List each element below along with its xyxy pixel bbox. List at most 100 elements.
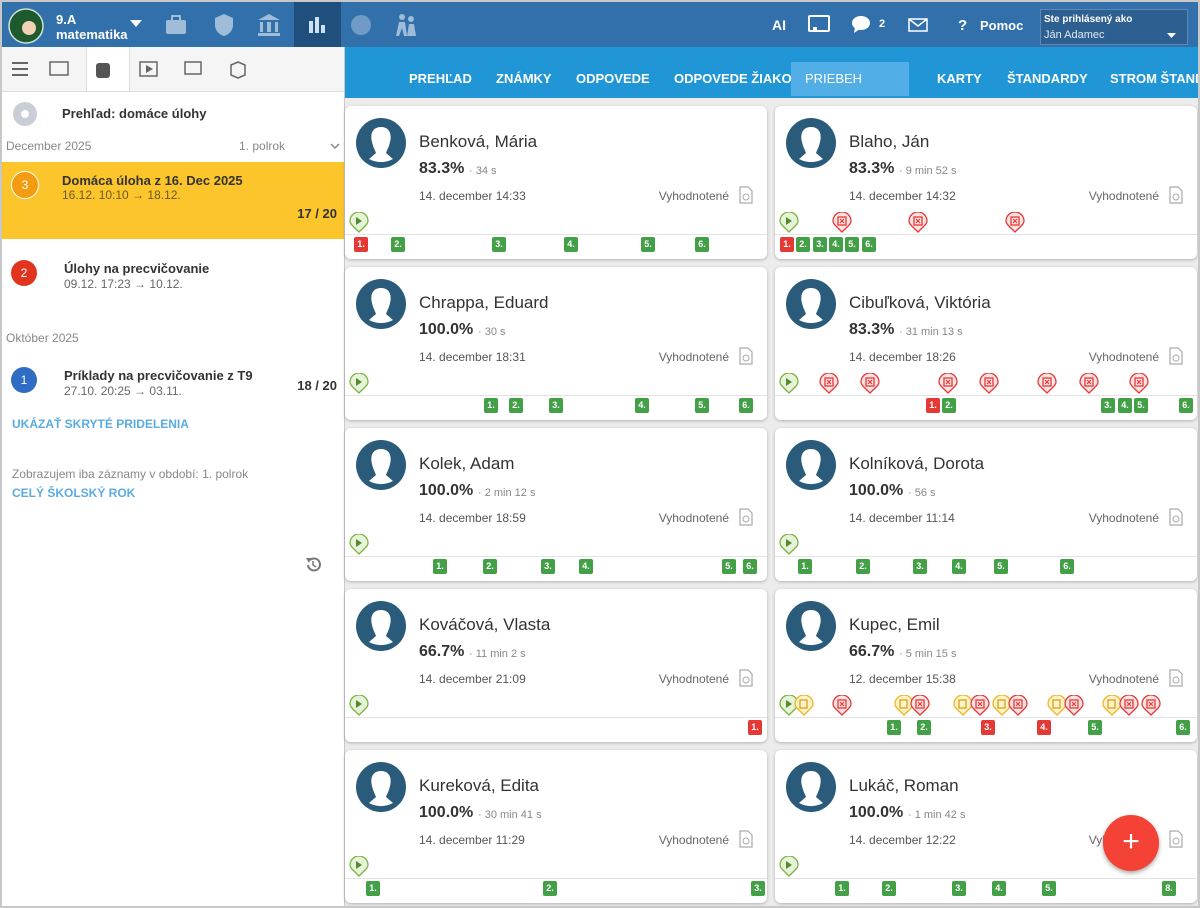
tab[interactable]: KARTY <box>937 71 982 86</box>
task-marker[interactable]: 6. <box>1176 720 1190 735</box>
task-marker[interactable]: 2. <box>942 398 956 413</box>
task-marker[interactable]: 1. <box>835 881 849 896</box>
user-box[interactable] <box>1040 9 1188 45</box>
task-marker[interactable]: 1. <box>926 398 940 413</box>
task-marker[interactable]: 3. <box>813 237 827 252</box>
task-marker[interactable]: 3. <box>913 559 927 574</box>
task-marker[interactable]: 3. <box>981 720 995 735</box>
task-marker[interactable]: 6. <box>862 237 876 252</box>
task-marker[interactable]: 6. <box>739 398 753 413</box>
assignment-title[interactable]: Úlohy na precvičovanie <box>64 261 210 276</box>
student-card[interactable]: Kolek, Adam 100.0% · 2 min 12 s 14. decembe… <box>345 428 767 581</box>
cast-icon[interactable] <box>808 15 830 35</box>
user-name[interactable]: Ján Adamec <box>1044 29 1105 41</box>
task-marker[interactable]: 4. <box>1037 720 1051 735</box>
show-hidden-link[interactable]: UKÁZAŤ SKRYTÉ PRIDELENIA <box>12 417 189 431</box>
task-marker[interactable]: 4. <box>635 398 649 413</box>
task-marker[interactable]: 4. <box>579 559 593 574</box>
briefcase-icon[interactable] <box>165 14 187 36</box>
task-marker[interactable]: 5. <box>994 559 1008 574</box>
assignment-item[interactable]: 2 Úlohy na precvičovanie 09.12. 17:23 → 10… <box>2 247 344 319</box>
tab[interactable]: ODPOVEDE ŽIAKOV <box>674 71 801 86</box>
student-name[interactable]: Chrappa, Eduard <box>419 293 549 312</box>
task-marker[interactable]: 1. <box>366 881 380 896</box>
task-marker[interactable]: 5. <box>722 559 736 574</box>
task-marker[interactable]: 8. <box>1162 881 1176 896</box>
class-name[interactable]: 9.A <box>56 12 77 27</box>
mail-icon[interactable] <box>908 18 928 32</box>
task-marker[interactable]: 4. <box>1118 398 1132 413</box>
people-icon[interactable] <box>394 13 418 37</box>
task-marker[interactable]: 3. <box>549 398 563 413</box>
task-marker[interactable]: 6. <box>695 237 709 252</box>
tab[interactable]: ODPOVEDE <box>576 71 650 86</box>
messages-icon[interactable] <box>852 15 876 35</box>
student-card[interactable]: Blaho, Ján 83.3% · 9 min 52 s 14. december … <box>775 106 1197 259</box>
assignment-item[interactable]: 3 Domáca úloha z 16. Dec 2025 16.12. 10:10… <box>2 162 344 239</box>
messages-count[interactable]: 2 <box>879 18 886 30</box>
task-marker[interactable]: 2. <box>391 237 405 252</box>
user-arrow[interactable] <box>1167 33 1176 39</box>
student-card[interactable]: Benková, Mária 83.3% · 34 s 14. december 14… <box>345 106 767 259</box>
task-marker[interactable]: 1. <box>354 237 368 252</box>
student-name[interactable]: Kureková, Edita <box>419 776 540 795</box>
task-marker[interactable]: 3. <box>751 881 765 896</box>
student-name[interactable]: Kolníková, Dorota <box>849 454 985 473</box>
institution-icon[interactable] <box>257 13 281 37</box>
tab[interactable]: ŠTANDARDY <box>1007 71 1088 86</box>
student-name[interactable]: Cibuľková, Viktória <box>849 293 991 312</box>
task-marker[interactable]: 2. <box>509 398 523 413</box>
task-marker[interactable]: 4. <box>564 237 578 252</box>
task-marker[interactable]: 3. <box>952 881 966 896</box>
task-marker[interactable]: 5. <box>695 398 709 413</box>
student-name[interactable]: Kolek, Adam <box>419 454 515 473</box>
task-marker[interactable]: 3. <box>492 237 506 252</box>
term-select[interactable]: 1. polrok <box>239 139 286 153</box>
sidebar-tab-icons[interactable] <box>10 59 250 81</box>
shield-icon[interactable] <box>213 13 235 37</box>
help-button[interactable]: Pomoc <box>980 18 1024 33</box>
task-marker[interactable]: 6. <box>1179 398 1193 413</box>
active-tab-bg[interactable] <box>791 62 909 96</box>
tool-icon[interactable] <box>350 14 372 36</box>
help-icon[interactable]: ? <box>958 17 968 34</box>
task-marker[interactable]: 2. <box>796 237 810 252</box>
dropdown-arrow[interactable] <box>130 20 142 28</box>
task-marker[interactable]: 5. <box>1042 881 1056 896</box>
assignment-item[interactable]: 1 Príklady na precvičovanie z T9 27.10. 20… <box>2 354 344 414</box>
task-marker[interactable]: 2. <box>543 881 557 896</box>
tab[interactable]: ZNÁMKY <box>496 71 552 86</box>
task-marker[interactable]: 4. <box>829 237 843 252</box>
student-card[interactable]: Kupec, Emil 66.7% · 5 min 15 s 12. december… <box>775 589 1197 742</box>
task-marker[interactable]: 3. <box>541 559 555 574</box>
student-name[interactable]: Blaho, Ján <box>849 132 930 151</box>
chart-icon[interactable] <box>307 15 327 35</box>
task-marker[interactable]: 6. <box>743 559 757 574</box>
ai-button[interactable]: AI <box>772 17 786 33</box>
task-marker[interactable]: 2. <box>856 559 870 574</box>
overview-title[interactable]: Prehľad: domáce úlohy <box>62 106 207 121</box>
assignment-title[interactable]: Domáca úloha z 16. Dec 2025 <box>62 173 243 188</box>
student-card[interactable]: Kolníková, Dorota 100.0% · 56 s 14. decembe… <box>775 428 1197 581</box>
student-name[interactable]: Lukáč, Roman <box>849 776 959 795</box>
subject[interactable]: matematika <box>56 27 128 42</box>
task-marker[interactable]: 1. <box>748 720 762 735</box>
task-marker[interactable]: 2. <box>917 720 931 735</box>
tab[interactable]: PRIEBEH <box>805 71 863 86</box>
task-marker[interactable]: 4. <box>952 559 966 574</box>
task-marker[interactable]: 5. <box>641 237 655 252</box>
student-name[interactable]: Kupec, Emil <box>849 615 940 634</box>
task-marker[interactable]: 1. <box>433 559 447 574</box>
task-marker[interactable]: 5. <box>1088 720 1102 735</box>
tab[interactable]: PREHĽAD <box>409 71 472 86</box>
task-marker[interactable]: 3. <box>1101 398 1115 413</box>
task-marker[interactable]: 2. <box>882 881 896 896</box>
student-card[interactable]: Chrappa, Eduard 100.0% · 30 s 14. december … <box>345 267 767 420</box>
student-name[interactable]: Kováčová, Vlasta <box>419 615 551 634</box>
task-marker[interactable]: 4. <box>992 881 1006 896</box>
student-card[interactable]: Kováčová, Vlasta 66.7% · 11 min 2 s 14. dec… <box>345 589 767 742</box>
student-name[interactable]: Benková, Mária <box>419 132 538 151</box>
task-marker[interactable]: 5. <box>1134 398 1148 413</box>
task-marker[interactable]: 1. <box>484 398 498 413</box>
assignment-title[interactable]: Príklady na precvičovanie z T9 <box>64 368 253 383</box>
